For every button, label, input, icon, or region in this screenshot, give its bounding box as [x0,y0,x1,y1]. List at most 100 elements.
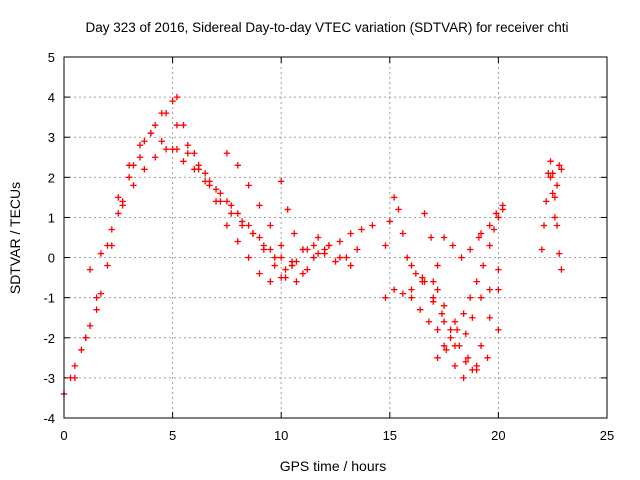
series-track-6 [278,178,307,253]
series-track-15 [538,158,565,273]
data-point [347,230,354,237]
data-point [558,166,565,173]
data-point [256,234,263,241]
data-point [267,222,274,229]
data-point [152,154,159,161]
data-point [115,194,122,201]
data-point [408,294,415,301]
series-track-14 [477,202,506,237]
data-point [434,286,441,293]
data-point [336,238,344,245]
data-point [551,194,559,201]
x-tick-label: 5 [169,428,176,443]
data-point [477,230,485,237]
data-point [173,121,181,129]
data-point [449,242,456,249]
data-point [158,138,165,145]
x-tick-label: 25 [600,428,614,443]
data-point [395,206,402,213]
series-track-8 [382,278,502,374]
data-point [119,202,126,209]
data-point [451,342,459,349]
data-point [473,278,480,285]
data-point [184,150,192,157]
data-point [440,234,448,241]
axis-ticks: 0 5 10 15 20 25 -4 -3 -2 -1 0 1 2 3 4 5 [43,50,614,443]
data-point [228,202,235,209]
data-point [486,286,493,293]
data-point [547,158,554,165]
series-track-1 [60,93,328,398]
data-point [551,214,559,221]
data-point [460,310,467,317]
data-point [325,242,333,249]
data-point [462,358,470,366]
data-point [82,334,89,341]
y-tick-label: 5 [48,50,55,65]
data-point [458,254,465,261]
data-point [256,270,263,277]
data-point [434,354,441,362]
data-point [399,230,407,237]
data-point [288,258,296,265]
data-point [180,121,187,129]
data-point [125,174,133,181]
data-point [486,242,493,249]
data-point [238,222,246,229]
x-axis-label: GPS time / hours [280,458,387,474]
data-point [549,170,556,177]
data-point [291,230,298,237]
series-track-10 [408,286,502,382]
data-point [245,182,252,189]
data-point [141,166,148,173]
data-point [549,190,556,197]
y-tick-label: 1 [48,210,55,225]
data-point [447,326,454,333]
data-point [278,242,285,249]
data-point [412,270,420,277]
data-point [245,222,252,229]
data-point [542,198,550,205]
data-point [464,354,472,362]
data-point [434,262,441,269]
data-point [173,146,181,153]
y-tick-label: -2 [43,331,55,346]
data-point [310,254,317,261]
data-point [390,286,398,293]
data-point [484,354,491,362]
data-point [314,234,322,241]
data-point [469,314,476,321]
series-track-11 [434,206,506,362]
data-point [234,162,241,169]
data-point [390,194,398,201]
x-tick-label: 20 [491,428,505,443]
data-point [147,130,155,137]
data-point [495,214,502,221]
data-point [299,270,307,277]
data-point [369,222,376,229]
data-point [97,290,105,297]
data-point [278,178,285,185]
data-point [408,262,415,269]
data-point [78,346,85,354]
data-point [293,278,300,285]
data-point [386,218,393,225]
data-point [440,342,448,349]
data-point [466,294,474,301]
data-point [430,278,437,285]
data-point [495,286,502,293]
data-point [469,366,476,374]
data-point [475,234,483,241]
data-point [479,262,487,269]
data-point [195,162,202,169]
data-point [162,109,170,117]
series-track-13 [440,234,483,261]
data-point [343,254,350,261]
data-point [427,234,435,241]
data-point [556,250,563,257]
data-point [136,154,144,161]
data-point [130,182,137,189]
y-tick-label: -4 [43,411,55,426]
